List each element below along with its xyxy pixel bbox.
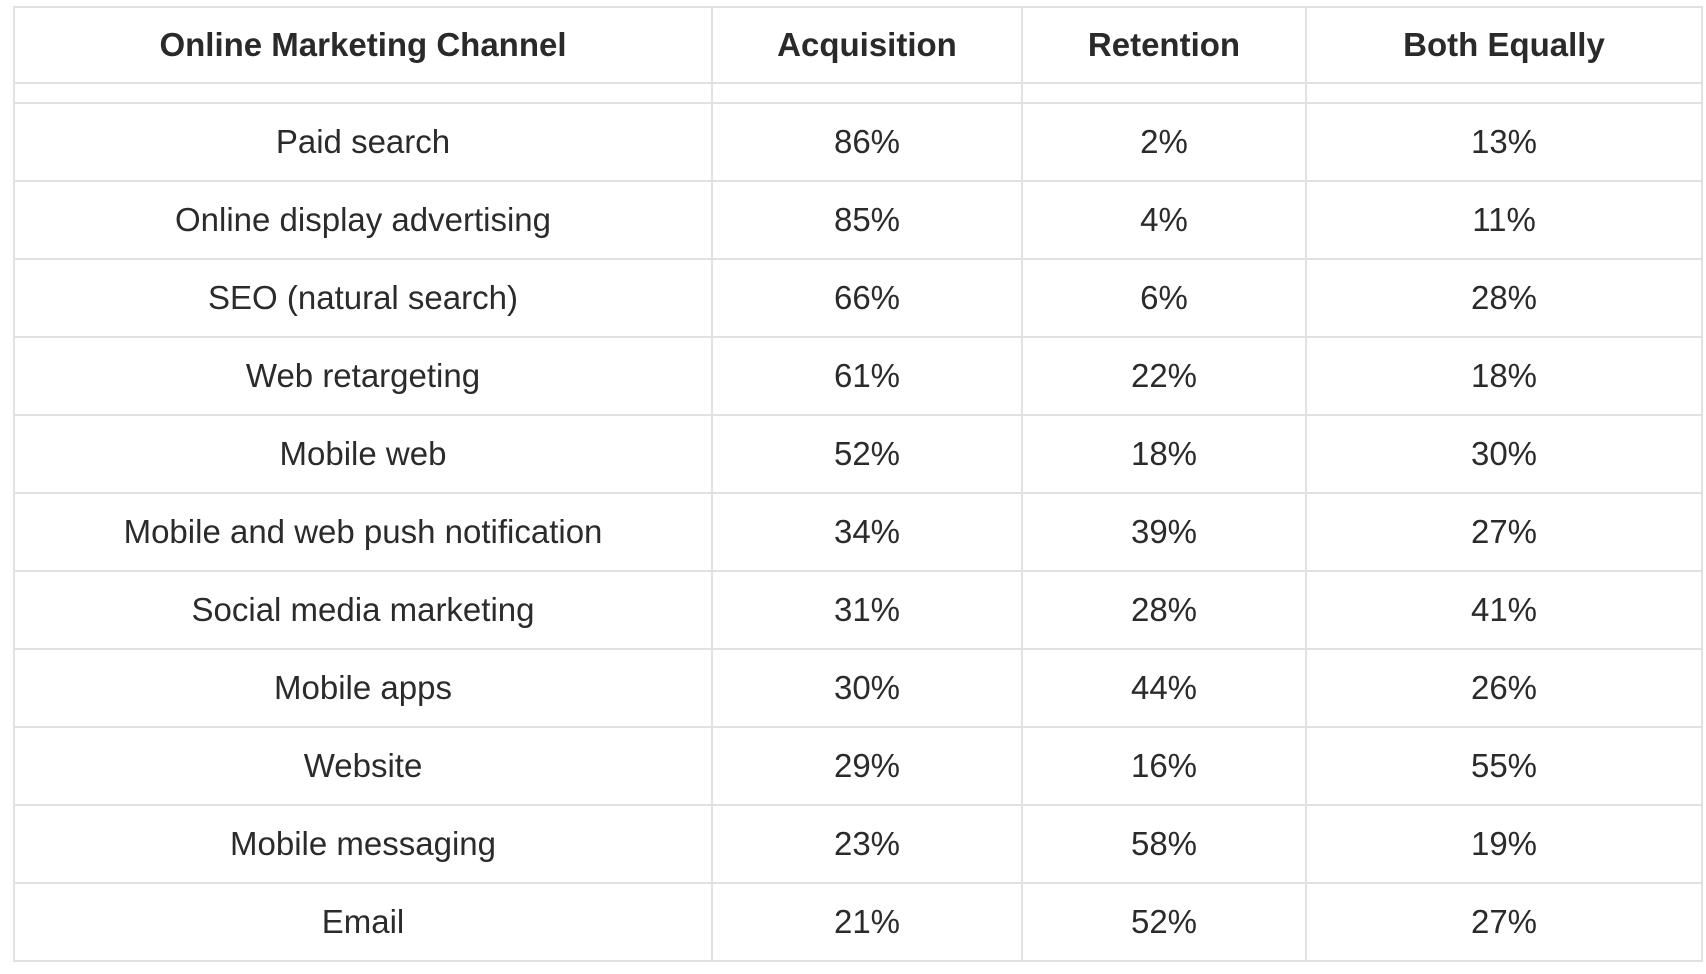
acquisition-cell: 34% xyxy=(711,492,1023,572)
channel-cell: Mobile apps xyxy=(13,648,713,728)
acquisition-cell: 61% xyxy=(711,336,1023,416)
header-retention: Retention xyxy=(1021,6,1307,84)
marketing-channel-table-container: Online Marketing Channel Acquisition Ret… xyxy=(13,6,1703,962)
table-row: Email 21% 52% 27% xyxy=(13,882,1703,962)
empty-spacer-row xyxy=(13,82,1703,104)
acquisition-cell: 30% xyxy=(711,648,1023,728)
retention-cell: 52% xyxy=(1021,882,1307,962)
channel-cell: Online display advertising xyxy=(13,180,713,260)
both-equally-cell: 19% xyxy=(1305,804,1703,884)
retention-cell: 18% xyxy=(1021,414,1307,494)
both-equally-cell: 27% xyxy=(1305,492,1703,572)
both-equally-cell: 18% xyxy=(1305,336,1703,416)
retention-cell: 22% xyxy=(1021,336,1307,416)
table-row: Social media marketing 31% 28% 41% xyxy=(13,570,1703,650)
table-row: SEO (natural search) 66% 6% 28% xyxy=(13,258,1703,338)
table-row: Online display advertising 85% 4% 11% xyxy=(13,180,1703,260)
acquisition-cell: 66% xyxy=(711,258,1023,338)
acquisition-cell: 86% xyxy=(711,102,1023,182)
channel-cell: Mobile and web push notification xyxy=(13,492,713,572)
spacer-cell xyxy=(13,82,713,104)
spacer-cell xyxy=(1021,82,1307,104)
retention-cell: 39% xyxy=(1021,492,1307,572)
retention-cell: 2% xyxy=(1021,102,1307,182)
both-equally-cell: 28% xyxy=(1305,258,1703,338)
spacer-cell xyxy=(711,82,1023,104)
table-row: Mobile messaging 23% 58% 19% xyxy=(13,804,1703,884)
both-equally-cell: 13% xyxy=(1305,102,1703,182)
both-equally-cell: 26% xyxy=(1305,648,1703,728)
retention-cell: 4% xyxy=(1021,180,1307,260)
retention-cell: 58% xyxy=(1021,804,1307,884)
both-equally-cell: 41% xyxy=(1305,570,1703,650)
header-row: Online Marketing Channel Acquisition Ret… xyxy=(13,6,1703,84)
acquisition-cell: 23% xyxy=(711,804,1023,884)
channel-cell: Mobile messaging xyxy=(13,804,713,884)
acquisition-cell: 31% xyxy=(711,570,1023,650)
both-equally-cell: 11% xyxy=(1305,180,1703,260)
channel-cell: Paid search xyxy=(13,102,713,182)
header-both-equally: Both Equally xyxy=(1305,6,1703,84)
table-body: Paid search 86% 2% 13% Online display advert… xyxy=(13,82,1703,962)
table-row: Mobile and web push notification 34% 39% 27… xyxy=(13,492,1703,572)
table-row: Web retargeting 61% 22% 18% xyxy=(13,336,1703,416)
channel-cell: Email xyxy=(13,882,713,962)
both-equally-cell: 27% xyxy=(1305,882,1703,962)
channel-cell: Web retargeting xyxy=(13,336,713,416)
retention-cell: 28% xyxy=(1021,570,1307,650)
table-header: Online Marketing Channel Acquisition Ret… xyxy=(13,6,1703,84)
channel-cell: Website xyxy=(13,726,713,806)
spacer-cell xyxy=(1305,82,1703,104)
acquisition-cell: 29% xyxy=(711,726,1023,806)
channel-cell: SEO (natural search) xyxy=(13,258,713,338)
acquisition-cell: 85% xyxy=(711,180,1023,260)
table-row: Paid search 86% 2% 13% xyxy=(13,102,1703,182)
retention-cell: 44% xyxy=(1021,648,1307,728)
channel-cell: Mobile web xyxy=(13,414,713,494)
header-channel: Online Marketing Channel xyxy=(13,6,713,84)
retention-cell: 16% xyxy=(1021,726,1307,806)
marketing-channel-table: Online Marketing Channel Acquisition Ret… xyxy=(13,6,1703,962)
table-row: Mobile web 52% 18% 30% xyxy=(13,414,1703,494)
header-acquisition: Acquisition xyxy=(711,6,1023,84)
both-equally-cell: 55% xyxy=(1305,726,1703,806)
channel-cell: Social media marketing xyxy=(13,570,713,650)
acquisition-cell: 21% xyxy=(711,882,1023,962)
both-equally-cell: 30% xyxy=(1305,414,1703,494)
table-row: Website 29% 16% 55% xyxy=(13,726,1703,806)
retention-cell: 6% xyxy=(1021,258,1307,338)
acquisition-cell: 52% xyxy=(711,414,1023,494)
table-row: Mobile apps 30% 44% 26% xyxy=(13,648,1703,728)
